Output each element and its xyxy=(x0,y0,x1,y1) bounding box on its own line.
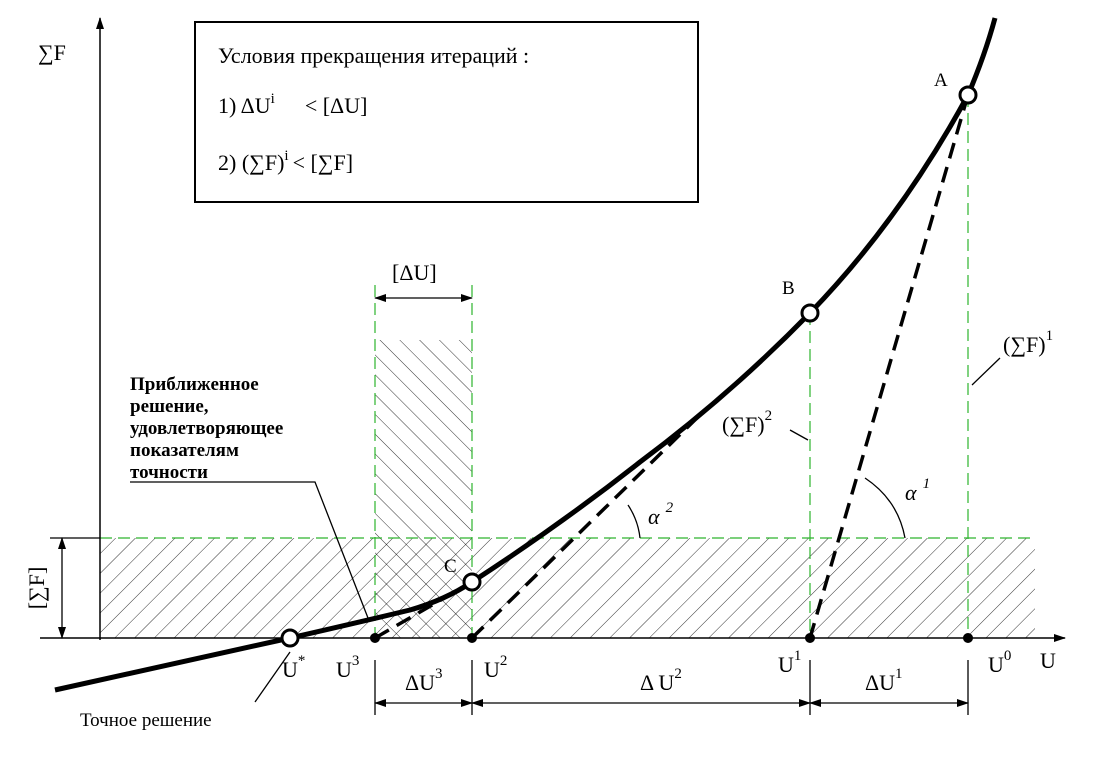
curve xyxy=(54,17,998,693)
point-label: A xyxy=(934,70,948,91)
step-sup: 3 xyxy=(435,666,443,682)
residual-text: (∑F) xyxy=(722,412,765,437)
step: ΔU3 xyxy=(405,666,443,695)
conditions-box xyxy=(194,21,699,203)
residual: (∑F)2 xyxy=(722,408,772,437)
note-line: точности xyxy=(130,462,208,483)
u-sup: 2 xyxy=(500,653,508,669)
step-sup: 2 xyxy=(674,666,682,682)
condition-sup: i xyxy=(271,91,275,107)
note-line: удовлетворяющее xyxy=(130,418,283,439)
y-axis-label: ∑F xyxy=(38,40,66,65)
tangents xyxy=(374,94,970,640)
u-text: U xyxy=(484,657,500,682)
leaders xyxy=(130,357,1001,703)
u-sup: 0 xyxy=(1004,648,1012,664)
x-axis-label: U xyxy=(1040,648,1056,673)
step: ΔU1 xyxy=(865,666,903,695)
condition: 1) ΔUi < [ΔU] xyxy=(218,91,367,118)
note-line: Приближенное xyxy=(130,374,259,395)
u-label: U1 xyxy=(778,648,801,677)
u-labels: U* U3 U2 U1 U0 xyxy=(282,648,1011,682)
approx-note: Приближенное решение, удовлетворяющее по… xyxy=(130,374,283,483)
step-text: Δ U xyxy=(640,670,674,695)
u-text: U xyxy=(778,652,794,677)
tolerance-f: [∑F] xyxy=(24,567,49,610)
condition-text: 2) (∑F) xyxy=(218,150,284,175)
point-label: C xyxy=(444,556,457,577)
residual-sup: 2 xyxy=(765,408,773,424)
angle-arc xyxy=(864,477,906,539)
condition-tail: < [∑F] xyxy=(293,150,353,175)
condition: 2) (∑F)i < [∑F] xyxy=(218,148,353,175)
guides xyxy=(100,95,1035,638)
angle-arc xyxy=(627,504,641,539)
angle-text: α xyxy=(905,480,917,505)
step-sup: 1 xyxy=(895,666,903,682)
u-text: U xyxy=(336,657,352,682)
u-sup: 1 xyxy=(794,648,802,664)
tolerance-u: [ΔU] xyxy=(392,260,437,285)
u-text: U xyxy=(282,657,298,682)
u-label: U3 xyxy=(336,653,359,682)
step: Δ U2 xyxy=(640,666,682,695)
residual-sup: 1 xyxy=(1046,328,1054,344)
angle-sup: 2 xyxy=(666,500,674,516)
dimensions xyxy=(50,294,969,715)
angle-sup: 1 xyxy=(923,476,931,492)
condition-text: 1) ΔU xyxy=(218,93,271,118)
u-label: U0 xyxy=(988,648,1011,677)
u-label: U* xyxy=(282,653,305,682)
residual-text: (∑F) xyxy=(1003,332,1046,357)
note-line: показателям xyxy=(130,440,239,461)
u-sup: * xyxy=(298,653,306,669)
point-label: B xyxy=(782,278,795,299)
steps: ΔU3 Δ U2 ΔU1 xyxy=(405,666,903,695)
residual: (∑F)1 xyxy=(1003,328,1053,357)
tolerance-band xyxy=(100,538,1035,638)
u-text: U xyxy=(988,652,1004,677)
exact-note: Точное решение xyxy=(80,710,212,731)
u-label: U2 xyxy=(484,653,507,682)
step-text: ΔU xyxy=(405,670,435,695)
step-text: ΔU xyxy=(865,670,895,695)
condition-sup: i xyxy=(284,148,288,164)
angle-text: α xyxy=(648,504,660,529)
condition-tail: < [ΔU] xyxy=(305,93,368,118)
points xyxy=(280,85,978,648)
conditions-title: Условия прекращения итераций : xyxy=(218,43,529,68)
tolerance-column xyxy=(375,340,472,638)
note-line: решение, xyxy=(130,396,209,417)
u-sup: 3 xyxy=(352,653,360,669)
